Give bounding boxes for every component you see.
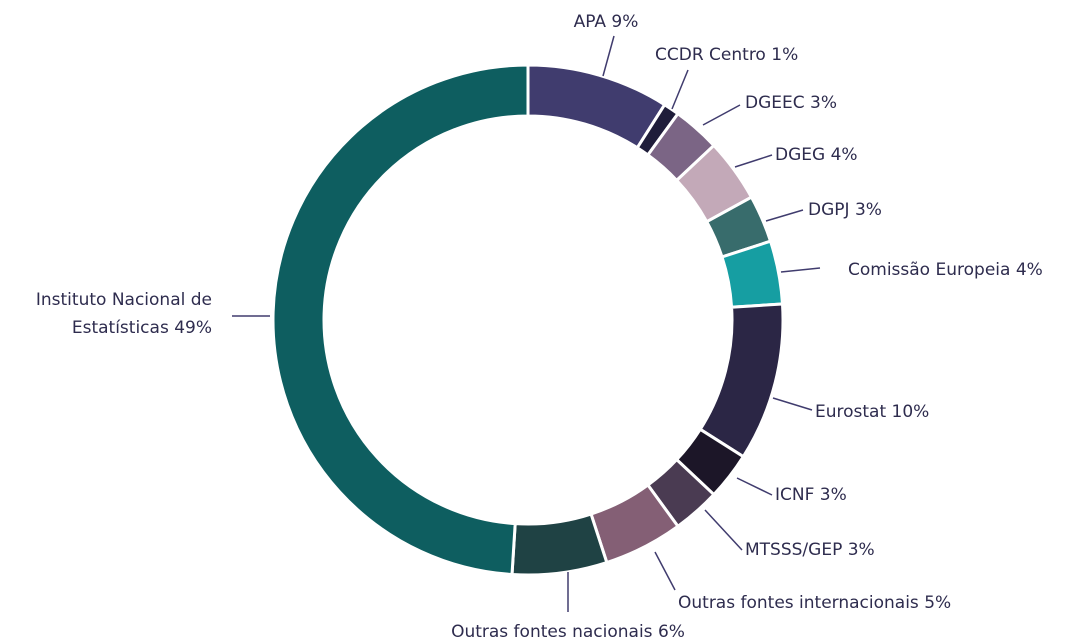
label-value: 3%	[854, 200, 882, 220]
label-name: Eurostat	[815, 402, 887, 422]
label-name: DGPJ	[808, 200, 850, 220]
label-value: 1%	[771, 45, 799, 65]
data-label: DGEG 4%	[775, 141, 858, 169]
label-value: 5%	[924, 593, 952, 613]
data-label: CCDR Centro 1%	[655, 41, 798, 69]
data-label: APA 9%	[574, 8, 639, 36]
leader-line	[654, 551, 676, 591]
leader-line	[734, 154, 773, 168]
data-label: Outras fontes nacionais 6%	[451, 618, 685, 642]
data-label: Instituto Nacional de Estatísticas 49%	[12, 286, 212, 342]
leader-line	[736, 477, 773, 496]
data-label: Comissão Europeia 4%	[848, 256, 1043, 284]
label-name: Comissão Europeia	[848, 260, 1011, 280]
label-value: 49%	[174, 318, 212, 338]
label-value: 3%	[847, 540, 875, 560]
data-label: ICNF 3%	[775, 481, 847, 509]
label-value: 4%	[1015, 260, 1043, 280]
data-label: Eurostat 10%	[815, 398, 929, 426]
label-name: APA	[573, 12, 607, 32]
leader-line	[704, 509, 743, 551]
data-label: DGPJ 3%	[808, 196, 882, 224]
leader-line	[671, 69, 689, 110]
label-value: 3%	[810, 93, 838, 113]
data-label: Outras fontes internacionais 5%	[678, 589, 951, 617]
donut-segment	[698, 302, 785, 459]
label-name: Instituto Nacional de Estatísticas	[35, 290, 212, 338]
leader-line	[602, 35, 615, 77]
data-label: MTSSS/GEP 3%	[745, 536, 875, 564]
leader-line	[780, 267, 821, 273]
label-value: 10%	[891, 402, 930, 422]
label-value: 4%	[830, 145, 858, 165]
donut-segment	[271, 63, 530, 577]
label-name: ICNF	[775, 485, 815, 505]
leader-line	[772, 397, 813, 411]
label-name: DGEG	[775, 145, 826, 165]
label-name: Outras fontes nacionais	[451, 622, 653, 642]
label-value: 3%	[819, 485, 847, 505]
label-name: MTSSS/GEP	[745, 540, 843, 560]
data-label: DGEEC 3%	[745, 89, 837, 117]
label-value: 9%	[611, 12, 639, 32]
label-name: DGEEC	[745, 93, 805, 113]
donut-segment	[510, 512, 609, 577]
label-value: 6%	[657, 622, 685, 642]
label-name: Outras fontes internacionais	[678, 593, 919, 613]
leader-line	[765, 209, 804, 222]
label-name: CCDR Centro	[655, 45, 766, 65]
leader-line	[702, 104, 741, 126]
